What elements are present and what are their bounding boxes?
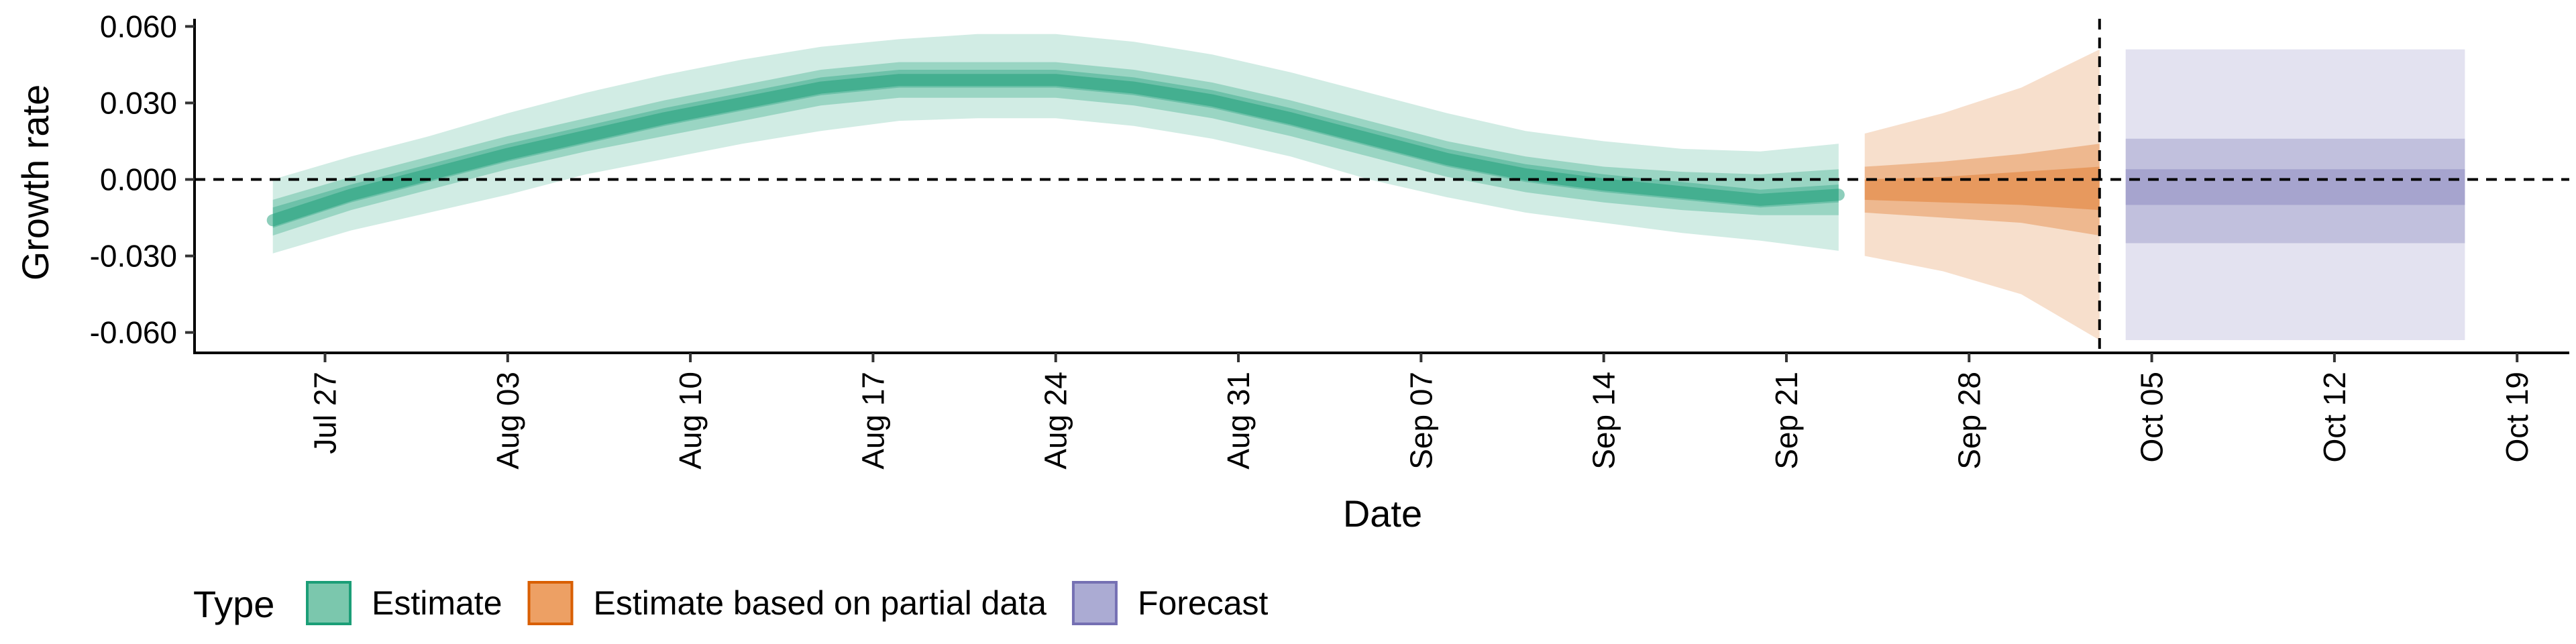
band-50 [272, 62, 1839, 236]
x-tick-label: Oct 12 [2317, 372, 2352, 463]
legend-swatch [1071, 581, 1118, 625]
y-tick-label: 0.060 [100, 9, 177, 44]
axes-layer: 0.060 0.030 0.000 -0.030 -0.060 Jul 27 Aug 03 A… [90, 9, 2569, 470]
x-tick-label: Jul 27 [308, 372, 343, 454]
x-tick-label: Oct 05 [2135, 372, 2169, 463]
legend-swatch [306, 581, 352, 625]
x-axis-title: Date [1343, 492, 1422, 535]
y-tick-label: 0.030 [100, 85, 177, 120]
legend-item-2: Forecast [1071, 581, 1269, 625]
legend-item-1: Estimate based on partial data [527, 581, 1047, 625]
band-20 [272, 70, 1839, 228]
legend-item-0: Estimate [306, 581, 502, 625]
x-tick-label: Sep 07 [1403, 372, 1438, 470]
x-tick-label: Aug 10 [673, 372, 708, 470]
band-20 [1864, 166, 2100, 211]
y-axis-title: Growth rate [14, 85, 56, 281]
median-line [266, 74, 1845, 227]
legend-label: Forecast [1138, 584, 1269, 622]
series-1-bands [1864, 49, 2100, 340]
y-tick-label: -0.060 [90, 315, 177, 350]
x-tick-label: Sep 14 [1587, 372, 1621, 470]
y-tick-label: -0.030 [90, 239, 177, 274]
ribbon-layer [266, 34, 2465, 340]
legend-label: Estimate based on partial data [594, 584, 1047, 622]
legend-title: Type [193, 583, 274, 625]
legend-swatch [527, 581, 574, 625]
band-50 [1864, 144, 2100, 236]
band-50 [2125, 138, 2465, 244]
band-90 [2125, 49, 2465, 340]
x-tick-label: Sep 21 [1769, 372, 1804, 470]
legend-label: Estimate [372, 584, 502, 622]
x-tick-label: Sep 28 [1951, 372, 1986, 470]
x-tick-label: Oct 19 [2500, 372, 2534, 463]
x-tick-label: Aug 31 [1221, 372, 1256, 470]
reference-lines [195, 19, 2569, 353]
legend: Type Estimate Estimate based on partial d… [193, 581, 1269, 625]
series-0-bands [266, 34, 1845, 254]
x-tick-label: Aug 03 [490, 372, 525, 470]
band-90 [1864, 49, 2100, 340]
band-20 [2125, 169, 2465, 205]
band-90 [272, 34, 1839, 254]
x-tick-label: Aug 24 [1038, 372, 1073, 470]
x-tick-label: Aug 17 [855, 372, 890, 470]
y-tick-label: 0.000 [100, 162, 177, 197]
series-2-bands [2125, 49, 2465, 340]
